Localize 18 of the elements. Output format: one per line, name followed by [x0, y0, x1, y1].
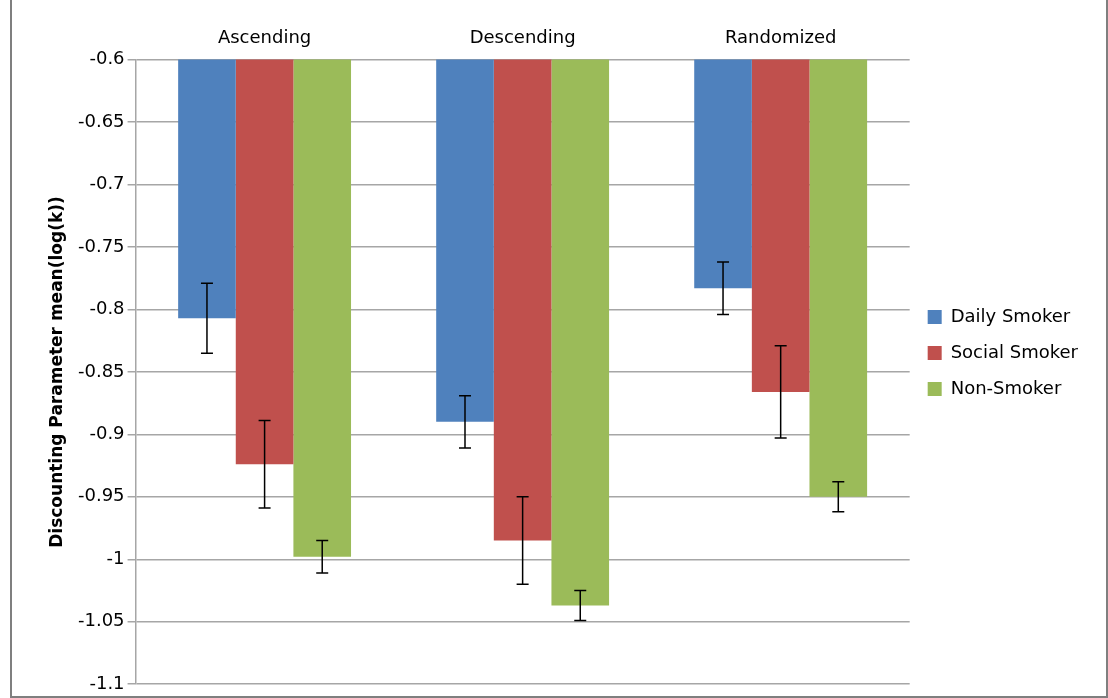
- y-tick-label: -0.75: [78, 234, 125, 256]
- y-tick-label: -0.8: [89, 297, 125, 319]
- y-tick-label: -0.7: [89, 172, 125, 194]
- y-tick-label: -1.1: [89, 671, 125, 693]
- x-tick-label: Descending: [469, 26, 576, 48]
- y-tick-label: -0.9: [89, 422, 125, 444]
- legend-label: Non-Smoker: [950, 376, 1062, 398]
- y-tick-label: -0.65: [78, 109, 125, 131]
- y-tick-label: -0.6: [89, 47, 125, 69]
- y-tick-label: -0.95: [78, 484, 125, 506]
- y-tick-label: -1: [106, 546, 125, 568]
- legend-label: Social Smoker: [950, 340, 1079, 362]
- y-axis-title: Discounting Parameter mean(log(k)): [46, 196, 66, 548]
- x-tick-label: Randomized: [724, 26, 837, 48]
- y-tick-label: -0.85: [78, 359, 125, 381]
- x-tick-label: Ascending: [217, 26, 312, 48]
- y-tick-label: -1.05: [78, 609, 125, 631]
- legend-label: Daily Smoker: [950, 304, 1071, 326]
